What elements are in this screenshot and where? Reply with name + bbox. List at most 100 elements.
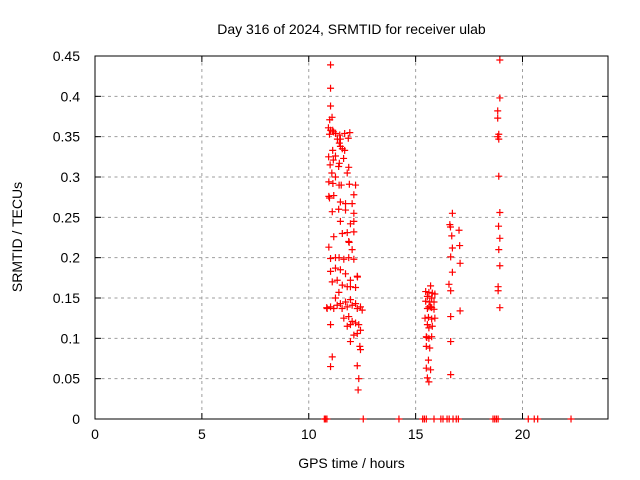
data-point bbox=[495, 222, 503, 230]
data-point bbox=[448, 268, 456, 276]
data-point bbox=[336, 266, 344, 274]
data-point bbox=[345, 180, 353, 188]
data-point bbox=[328, 353, 336, 361]
data-point bbox=[340, 154, 348, 162]
data-point bbox=[340, 255, 348, 263]
data-point bbox=[343, 229, 351, 237]
data-point bbox=[425, 324, 433, 332]
data-point bbox=[335, 163, 343, 171]
data-point bbox=[395, 415, 403, 423]
data-point bbox=[344, 134, 352, 142]
data-point bbox=[534, 415, 542, 423]
data-point bbox=[350, 209, 358, 217]
data-point bbox=[495, 135, 503, 143]
data-point bbox=[341, 129, 349, 137]
data-point bbox=[348, 301, 356, 309]
data-point bbox=[330, 233, 338, 241]
data-point bbox=[352, 300, 360, 308]
data-point bbox=[446, 223, 454, 231]
data-point bbox=[524, 415, 532, 423]
data-point bbox=[340, 314, 348, 322]
data-point bbox=[422, 342, 430, 350]
data-point bbox=[447, 287, 455, 295]
data-point bbox=[327, 363, 335, 371]
data-point bbox=[345, 163, 353, 171]
data-point bbox=[352, 181, 360, 189]
data-point bbox=[323, 415, 331, 423]
data-point bbox=[423, 374, 431, 382]
data-point bbox=[327, 102, 335, 110]
data-point bbox=[425, 378, 433, 386]
data-point bbox=[325, 243, 333, 251]
data-point bbox=[348, 200, 356, 208]
data-point bbox=[335, 139, 343, 147]
x-tick-label: 15 bbox=[408, 426, 424, 442]
data-point bbox=[336, 300, 344, 308]
data-point bbox=[496, 94, 504, 102]
x-tick-label: 5 bbox=[198, 426, 206, 442]
y-tick-label: 0.4 bbox=[61, 88, 81, 104]
data-point bbox=[343, 322, 351, 330]
data-point bbox=[330, 192, 338, 200]
data-point bbox=[448, 244, 456, 252]
data-point bbox=[346, 338, 354, 346]
data-point bbox=[356, 346, 364, 354]
data-point bbox=[447, 253, 455, 261]
data-point bbox=[421, 314, 429, 322]
data-point bbox=[354, 386, 362, 394]
x-tick-label: 10 bbox=[301, 426, 317, 442]
data-point bbox=[346, 220, 354, 228]
data-point bbox=[333, 276, 341, 284]
data-point bbox=[423, 321, 431, 329]
data-point bbox=[346, 276, 354, 284]
data-point bbox=[430, 305, 438, 313]
data-point bbox=[424, 356, 432, 364]
data-point bbox=[352, 284, 360, 292]
y-tick-label: 0.2 bbox=[61, 250, 81, 266]
data-point bbox=[335, 205, 343, 213]
y-tick-label: 0.25 bbox=[53, 209, 80, 225]
data-point bbox=[346, 283, 354, 291]
y-tick-label: 0.35 bbox=[53, 129, 80, 145]
data-point bbox=[495, 172, 503, 180]
chart-title: Day 316 of 2024, SRMTID for receiver ula… bbox=[217, 21, 486, 37]
data-point bbox=[428, 294, 436, 302]
y-tick-label: 0 bbox=[72, 411, 80, 427]
data-point bbox=[345, 238, 353, 246]
data-point bbox=[335, 159, 343, 167]
data-point bbox=[327, 267, 335, 275]
data-point bbox=[494, 415, 502, 423]
data-point bbox=[431, 290, 439, 298]
data-point bbox=[423, 304, 431, 312]
data-point bbox=[494, 107, 502, 115]
data-point bbox=[345, 313, 353, 321]
data-point bbox=[331, 152, 339, 160]
data-point bbox=[447, 338, 455, 346]
data-point bbox=[325, 194, 333, 202]
data-point bbox=[356, 303, 364, 311]
y-tick-label: 0.45 bbox=[53, 48, 80, 64]
data-point bbox=[350, 191, 358, 199]
data-point bbox=[424, 313, 432, 321]
data-point bbox=[335, 254, 343, 262]
data-point bbox=[358, 306, 366, 314]
data-point bbox=[325, 130, 333, 138]
data-point bbox=[331, 294, 339, 302]
data-point bbox=[336, 198, 344, 206]
data-point bbox=[323, 304, 331, 312]
data-point bbox=[350, 255, 358, 263]
data-point bbox=[342, 270, 350, 278]
data-point bbox=[495, 246, 503, 254]
data-point bbox=[430, 415, 438, 423]
data-point bbox=[427, 282, 435, 290]
data-point bbox=[330, 304, 338, 312]
data-point bbox=[355, 321, 363, 329]
data-point bbox=[331, 173, 339, 181]
data-point bbox=[447, 371, 455, 379]
data-point bbox=[350, 228, 358, 236]
data-point bbox=[422, 415, 430, 423]
data-point bbox=[496, 234, 504, 242]
data-point bbox=[345, 254, 353, 262]
x-tick-label: 20 bbox=[515, 426, 531, 442]
data-point bbox=[338, 229, 346, 237]
